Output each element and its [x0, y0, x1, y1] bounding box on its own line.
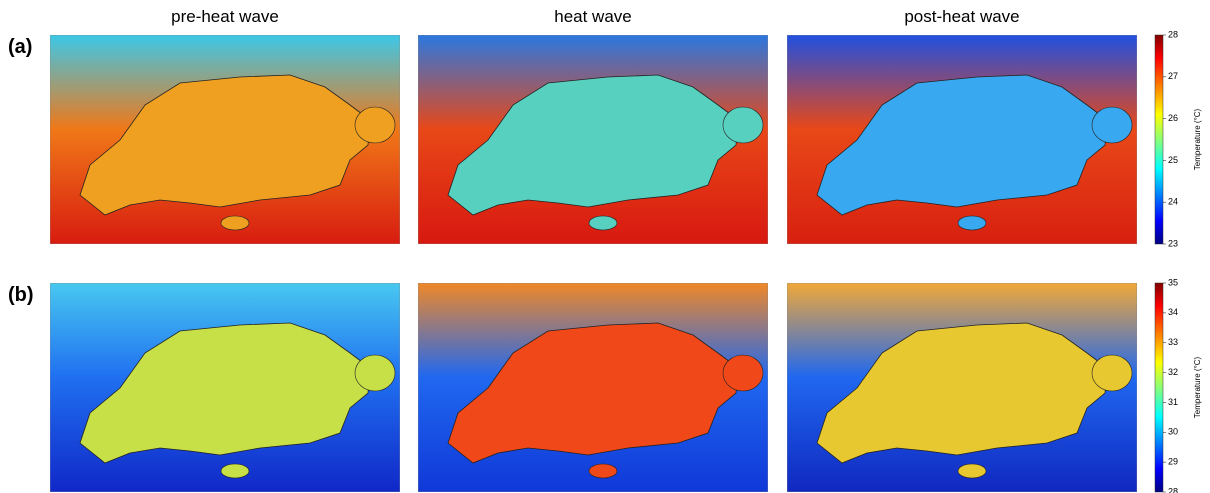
colorbar-tick-label: 25	[1168, 155, 1178, 165]
colorbar-tick-label: 23	[1168, 238, 1178, 248]
colorbar-tick-label: 33	[1168, 337, 1178, 347]
islet	[1092, 107, 1132, 143]
column-title: post-heat wave	[904, 7, 1019, 26]
colorbar-tick-label: 24	[1168, 197, 1178, 207]
map-panel	[50, 283, 400, 492]
figure: pre-heat wave heat wave post-heat wave (a) 2…	[0, 0, 1210, 493]
islet	[355, 355, 395, 391]
islet	[589, 216, 617, 230]
colorbar	[1155, 283, 1163, 492]
colorbar-tick-label: 26	[1168, 113, 1178, 123]
column-title: pre-heat wave	[171, 7, 279, 26]
colorbar-tick-label: 31	[1168, 397, 1178, 407]
column-title: heat wave	[554, 7, 632, 26]
colorbar-tick-label: 29	[1168, 457, 1178, 467]
islet	[221, 216, 249, 230]
colorbar-label: Temperature (°C)	[1193, 356, 1202, 418]
colorbar-tick-label: 35	[1168, 277, 1178, 287]
colorbar-tick-label: 32	[1168, 367, 1178, 377]
islet	[958, 464, 986, 478]
map-panel	[787, 35, 1137, 244]
row-label: (a)	[8, 36, 32, 58]
islet	[221, 464, 249, 478]
colorbar-tick-label: 34	[1168, 307, 1178, 317]
islet	[1092, 355, 1132, 391]
colorbar-tick-label: 28	[1168, 486, 1178, 493]
map-panel	[787, 283, 1137, 492]
islet	[723, 355, 763, 391]
row-label: (b)	[8, 284, 34, 306]
map-panel	[418, 283, 768, 492]
colorbar	[1155, 35, 1163, 244]
colorbar-tick-label: 27	[1168, 71, 1178, 81]
islet	[589, 464, 617, 478]
islet	[723, 107, 763, 143]
map-panel	[50, 35, 400, 244]
colorbar-tick-label: 30	[1168, 427, 1178, 437]
islet	[355, 107, 395, 143]
islet	[958, 216, 986, 230]
map-panel	[418, 35, 768, 244]
colorbar-tick-label: 28	[1168, 29, 1178, 39]
colorbar-label: Temperature (°C)	[1193, 108, 1202, 170]
